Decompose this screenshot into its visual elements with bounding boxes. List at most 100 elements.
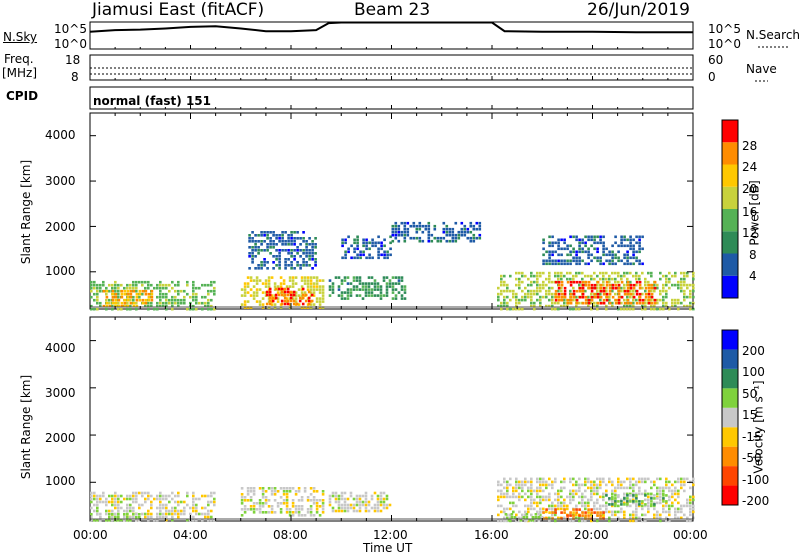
power-cell xyxy=(331,288,335,291)
velocity-cell xyxy=(557,501,560,505)
power-cell xyxy=(575,271,578,275)
power-cell xyxy=(204,283,207,287)
velocity-cell xyxy=(656,513,659,517)
velocity-cell xyxy=(306,496,310,499)
power-cell xyxy=(635,241,638,245)
power-cell xyxy=(207,301,210,305)
power-cell xyxy=(195,286,198,290)
power-cell xyxy=(355,288,359,291)
velocity-cell xyxy=(554,508,557,511)
power-cell xyxy=(403,288,407,291)
power-cell xyxy=(123,286,126,290)
power-cell xyxy=(374,241,377,245)
power-cell xyxy=(683,271,686,275)
power-cell xyxy=(302,249,305,252)
velocity-cell xyxy=(659,486,662,490)
power-cell xyxy=(380,241,383,245)
velocity-cell xyxy=(584,495,587,499)
velocity-cell xyxy=(665,500,668,503)
power-cell xyxy=(641,271,644,275)
power-cell xyxy=(433,224,437,228)
power-cell xyxy=(177,304,180,308)
power-cell xyxy=(120,289,124,293)
power-cell xyxy=(475,227,479,231)
velocity-cell xyxy=(376,509,380,513)
power-cell xyxy=(418,239,422,243)
velocity-cell xyxy=(539,483,542,487)
velocity-cell xyxy=(656,486,659,490)
velocity-cell xyxy=(120,494,123,498)
velocity-cell xyxy=(635,507,638,511)
velocity-cell xyxy=(90,500,93,504)
velocity-cell xyxy=(692,477,695,481)
velocity-cell xyxy=(255,508,259,511)
power-cell xyxy=(608,277,611,281)
velocity-cell xyxy=(524,513,527,517)
velocity-cell xyxy=(656,497,659,500)
power-cell xyxy=(306,285,310,288)
power-cell xyxy=(542,283,545,287)
velocity-cell xyxy=(183,500,186,504)
velocity-cell xyxy=(581,519,584,523)
power-cell xyxy=(587,247,590,251)
power-cell xyxy=(321,294,325,297)
velocity-cell xyxy=(129,503,132,507)
velocity-cell xyxy=(626,501,629,505)
power-cell xyxy=(551,298,554,302)
velocity-cell xyxy=(680,477,683,481)
power-cell xyxy=(686,271,689,275)
velocity-cbar-tick-4: -15 xyxy=(742,430,762,444)
velocity-cell xyxy=(334,500,338,504)
power-cell xyxy=(305,240,308,243)
power-cell xyxy=(590,259,593,263)
power-cell xyxy=(692,295,695,299)
power-cell xyxy=(617,280,620,284)
power-cell xyxy=(246,285,250,288)
velocity-cell xyxy=(551,486,554,490)
power-cell xyxy=(204,295,207,299)
velocity-cell xyxy=(159,494,162,498)
power-cell xyxy=(254,240,257,243)
velocity-cell xyxy=(635,495,638,499)
velocity-cell xyxy=(686,516,689,520)
power-cell xyxy=(506,283,509,287)
power-cell xyxy=(569,250,572,254)
power-cell xyxy=(569,283,573,287)
velocity-cell xyxy=(126,506,129,510)
power-cell xyxy=(497,292,500,296)
velocity-cell xyxy=(659,495,662,499)
velocity-cell xyxy=(159,497,162,501)
power-cell xyxy=(536,277,539,281)
power-cell xyxy=(497,295,500,299)
velocity-cell xyxy=(557,492,560,496)
velocity-cell xyxy=(572,514,575,517)
velocity-cell xyxy=(207,509,210,513)
power-cbar-tick-4: 12 xyxy=(742,226,758,240)
power-cell xyxy=(303,306,307,309)
power-cell xyxy=(388,282,392,285)
power-cell xyxy=(469,221,473,225)
velocity-cell xyxy=(288,490,292,493)
power-cell xyxy=(272,243,275,246)
power-cell xyxy=(105,301,109,305)
velocity-cell xyxy=(291,502,295,505)
velocity-cell xyxy=(192,500,195,504)
power-cell xyxy=(626,280,630,284)
power-cell xyxy=(283,299,287,303)
power-cell xyxy=(626,292,630,296)
power-cell xyxy=(551,301,554,305)
velocity-cell xyxy=(665,477,668,481)
power-cell xyxy=(255,288,259,291)
power-cell xyxy=(623,256,626,260)
power-cell xyxy=(599,256,602,260)
velocity-cell xyxy=(635,516,638,520)
power-cell xyxy=(279,276,283,279)
power-cell xyxy=(147,280,150,284)
velocity-cell xyxy=(96,506,99,510)
power-cell xyxy=(318,306,322,309)
power-cell xyxy=(503,298,506,302)
power-cell xyxy=(248,246,251,249)
power-cell xyxy=(500,274,503,278)
power-cell xyxy=(542,241,545,245)
power-cell xyxy=(454,221,458,225)
